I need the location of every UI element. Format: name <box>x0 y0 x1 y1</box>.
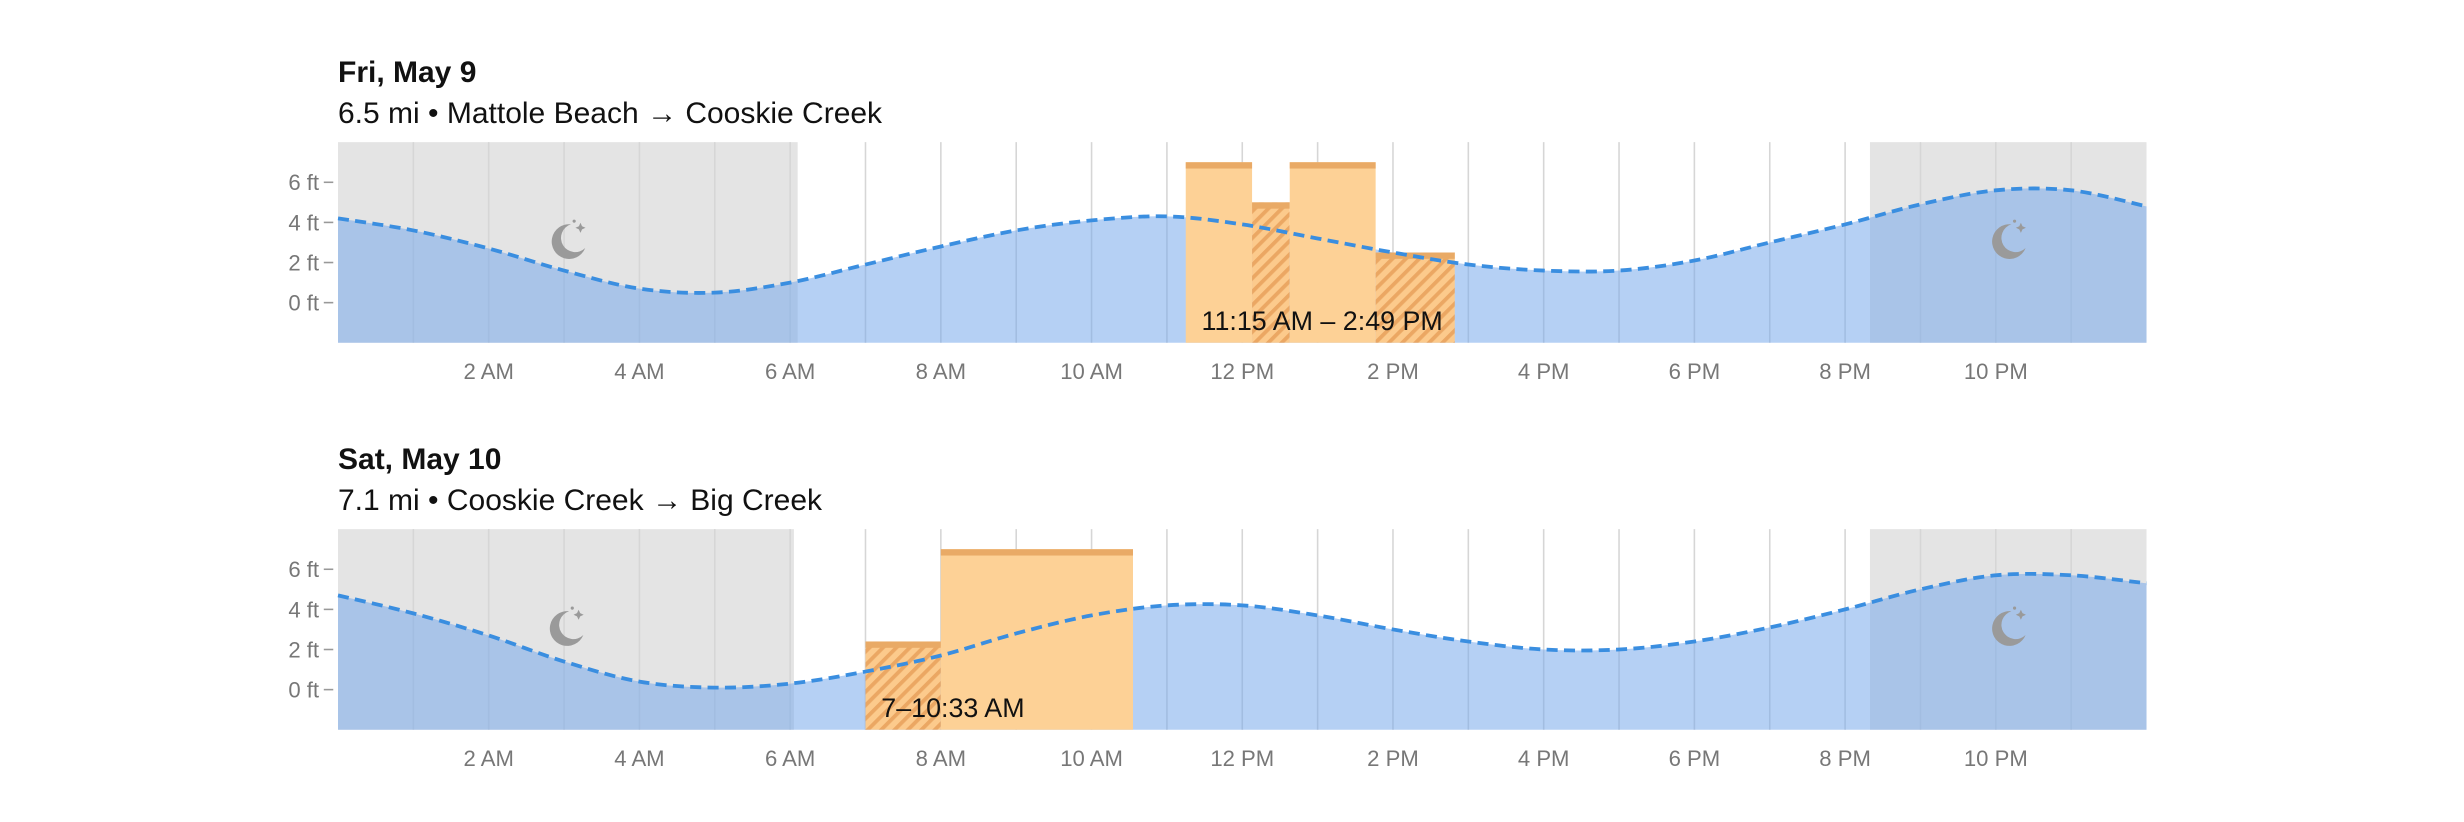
x-tick-label: 4 AM <box>614 359 664 384</box>
y-tick-label: 4 ft <box>288 210 319 235</box>
window-bar-top <box>940 549 1134 556</box>
y-tick-label: 4 ft <box>288 597 319 622</box>
hike-window <box>865 641 941 730</box>
window-label: 11:15 AM – 2:49 PM <box>1202 306 1443 336</box>
x-tick-label: 10 PM <box>1964 746 2028 771</box>
x-tick-label: 10 AM <box>1060 746 1123 771</box>
chart-title: Fri, May 9 <box>338 56 476 89</box>
x-tick-label: 2 PM <box>1367 359 1419 384</box>
x-tick-label: 6 PM <box>1669 359 1721 384</box>
x-tick-label: 4 PM <box>1518 746 1570 771</box>
x-tick-label: 10 PM <box>1964 359 2028 384</box>
window-bar <box>940 549 1134 730</box>
x-tick-label: 12 PM <box>1210 746 1274 771</box>
tide-chart: Sat, May 10 7.1 mi • Cooskie Creek → Big … <box>288 443 2147 771</box>
window-bar-top <box>865 641 941 648</box>
window-bar <box>1252 202 1290 343</box>
tide-area <box>338 573 2147 730</box>
x-tick-label: 2 PM <box>1367 746 1419 771</box>
chart-subtitle: 7.1 mi • Cooskie Creek → Big Creek <box>338 484 823 517</box>
window-bar-top <box>1252 202 1290 209</box>
chart-subtitle: 6.5 mi • Mattole Beach → Cooskie Creek <box>338 97 883 130</box>
x-tick-label: 8 PM <box>1819 359 1871 384</box>
x-tick-label: 12 PM <box>1210 359 1274 384</box>
window-bar <box>865 641 941 730</box>
window-bar-top <box>1185 162 1253 169</box>
window-bar <box>1375 252 1455 343</box>
y-tick-label: 6 ft <box>288 170 319 195</box>
y-tick-label: 0 ft <box>288 291 319 316</box>
x-tick-label: 6 AM <box>765 746 815 771</box>
tide-chart: Fri, May 9 6.5 mi • Mattole Beach → Coosk… <box>288 56 2147 384</box>
x-tick-label: 2 AM <box>464 746 514 771</box>
window-bar-top <box>1289 162 1376 169</box>
tide-line <box>337 571 2147 690</box>
chart-title: Sat, May 10 <box>338 443 501 476</box>
x-tick-label: 4 PM <box>1518 359 1570 384</box>
y-tick-label: 2 ft <box>288 637 319 662</box>
x-tick-label: 8 PM <box>1819 746 1871 771</box>
hike-window <box>1252 202 1290 343</box>
x-tick-label: 2 AM <box>464 359 514 384</box>
y-tick-label: 0 ft <box>288 678 319 703</box>
x-tick-label: 6 PM <box>1669 746 1721 771</box>
tide-line <box>337 186 2147 295</box>
x-tick-label: 6 AM <box>765 359 815 384</box>
x-tick-label: 4 AM <box>614 746 664 771</box>
hike-window <box>940 549 1134 730</box>
x-tick-label: 10 AM <box>1060 359 1123 384</box>
x-tick-label: 8 AM <box>916 359 966 384</box>
hike-window <box>1289 162 1376 343</box>
window-bar <box>1289 162 1376 343</box>
hike-window <box>1185 162 1253 343</box>
x-tick-label: 8 AM <box>916 746 966 771</box>
y-tick-label: 6 ft <box>288 557 319 582</box>
window-bar <box>1185 162 1253 343</box>
y-tick-label: 2 ft <box>288 250 319 275</box>
window-label: 7–10:33 AM <box>881 693 1024 723</box>
